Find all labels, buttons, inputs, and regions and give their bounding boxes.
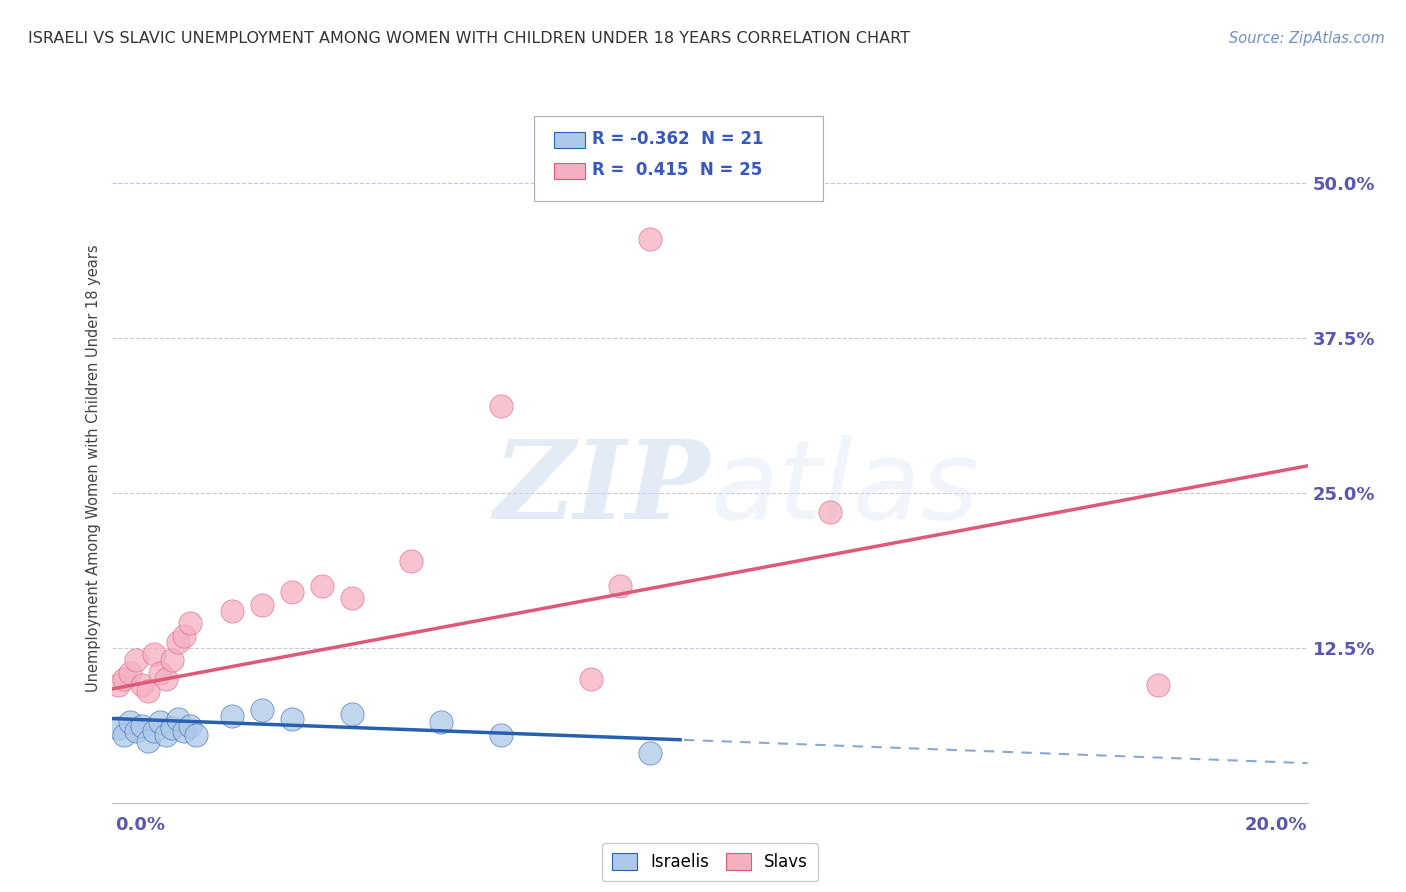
Point (173, 629, 195, 643)
Point (131, 719, 153, 733)
Point (430, 715, 453, 730)
Point (114, 728, 135, 742)
Point (143, 723, 166, 738)
Point (638, 746, 662, 760)
Point (162, 653, 183, 667)
Point (120, 715, 142, 730)
Point (155, 672, 177, 686)
Point (340, 706, 363, 721)
Text: R = -0.362  N = 21: R = -0.362 N = 21 (592, 130, 763, 148)
Point (131, 678, 153, 692)
Point (120, 665, 142, 680)
Point (638, 232, 662, 246)
Text: ISRAELI VS SLAVIC UNEMPLOYMENT AMONG WOMEN WITH CHILDREN UNDER 18 YEARS CORRELAT: ISRAELI VS SLAVIC UNEMPLOYMENT AMONG WOM… (28, 31, 910, 46)
Point (138, 684, 160, 698)
Point (167, 712, 190, 726)
Point (579, 672, 602, 686)
Text: ZIP: ZIP (494, 434, 710, 542)
Text: R =  0.415  N = 25: R = 0.415 N = 25 (592, 161, 762, 179)
Text: 0.0%: 0.0% (115, 816, 166, 834)
Point (114, 672, 135, 686)
Point (167, 634, 190, 648)
Y-axis label: Unemployment Among Women with Children Under 18 years: Unemployment Among Women with Children U… (86, 244, 101, 692)
Point (179, 616, 201, 631)
Point (1147, 678, 1170, 692)
Point (250, 703, 273, 717)
Point (609, 579, 631, 593)
Point (162, 722, 183, 736)
Point (138, 734, 160, 748)
Point (149, 665, 172, 680)
Point (281, 585, 304, 599)
Point (155, 728, 177, 742)
Point (489, 728, 512, 742)
Point (125, 723, 148, 738)
Point (173, 723, 195, 738)
Point (340, 591, 363, 606)
Legend: Israelis, Slavs: Israelis, Slavs (602, 843, 818, 881)
Point (107, 678, 129, 692)
Point (149, 715, 172, 730)
Point (186, 728, 208, 742)
Point (281, 712, 304, 726)
Point (311, 579, 333, 593)
Point (107, 722, 129, 736)
Point (125, 653, 148, 667)
Text: 20.0%: 20.0% (1246, 816, 1308, 834)
Point (179, 719, 201, 733)
Point (489, 400, 512, 414)
Point (143, 647, 166, 661)
Text: atlas: atlas (710, 435, 979, 541)
Text: Source: ZipAtlas.com: Source: ZipAtlas.com (1229, 31, 1385, 46)
Point (250, 598, 273, 612)
Point (221, 709, 243, 723)
Point (401, 554, 423, 568)
Point (818, 505, 841, 519)
Point (221, 604, 243, 618)
